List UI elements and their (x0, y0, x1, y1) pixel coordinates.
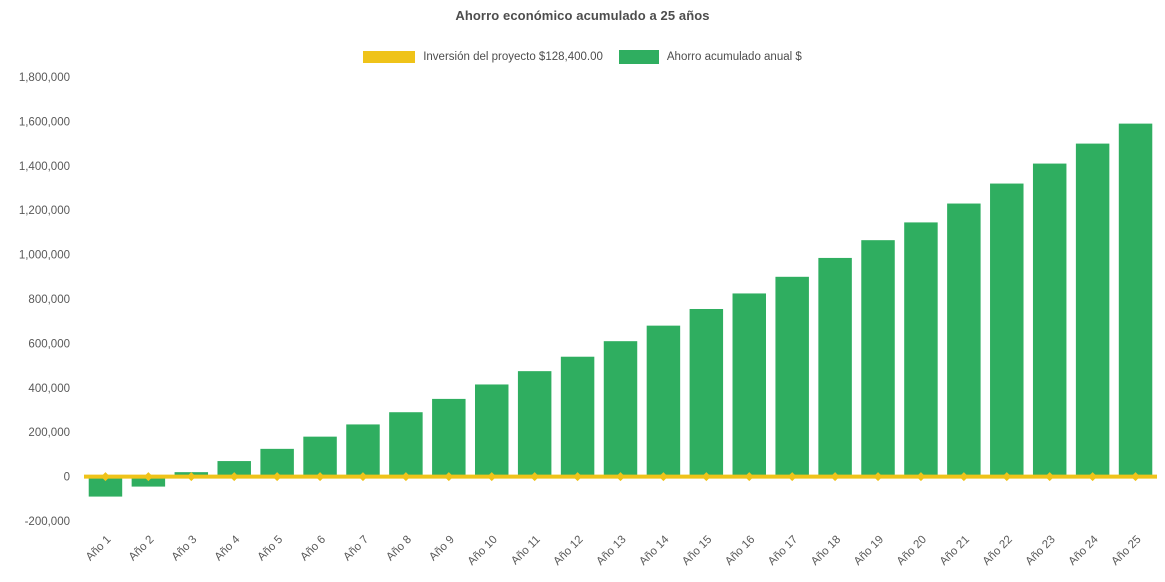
y-tick-label: 0 (64, 472, 70, 484)
legend-label-ahorro: Ahorro acumulado anual $ (666, 51, 802, 63)
y-tick-label: 1,800,000 (19, 72, 70, 84)
x-tick-label: Año 13 (594, 534, 628, 568)
x-tick-label: Año 25 (1109, 534, 1143, 568)
x-tick-label: Año 24 (1066, 533, 1101, 568)
investment-line-marker (1045, 472, 1055, 482)
investment-line-marker (272, 472, 282, 482)
y-tick-label: 200,000 (28, 427, 70, 439)
x-tick-label: Año 14 (637, 533, 672, 568)
bar-año-9 (432, 398, 466, 477)
chart-legend: Inversión del proyecto $128,400.00 Ahorr… (0, 50, 1165, 64)
investment-line-marker (916, 472, 926, 482)
investment-line-marker (959, 472, 969, 482)
bar-año-5 (260, 448, 294, 477)
x-tick-label: Año 11 (509, 534, 543, 568)
bar-año-19 (861, 240, 895, 477)
bar-año-10 (475, 384, 509, 477)
x-tick-label: Año 3 (170, 534, 200, 564)
investment-line-marker (616, 472, 625, 482)
investment-line-marker (358, 472, 368, 482)
investment-line-marker (830, 472, 840, 482)
bar-año-22 (990, 183, 1024, 477)
investment-line-marker (1088, 472, 1098, 482)
legend-label-inversion: Inversión del proyecto $128,400.00 (423, 51, 603, 63)
bar-año-2 (131, 476, 166, 487)
bar-año-24 (1075, 143, 1110, 477)
y-tick-label: 1,600,000 (19, 116, 70, 128)
investment-line-marker (573, 472, 583, 482)
x-tick-label: Año 19 (852, 534, 886, 568)
y-tick-label: 1,000,000 (19, 250, 70, 262)
x-tick-label: Año 21 (938, 534, 972, 568)
x-tick-label: Año 8 (384, 534, 414, 564)
x-tick-label: Año 5 (256, 534, 286, 564)
investment-line-marker (315, 472, 325, 482)
bar-año-1 (88, 476, 123, 497)
x-tick-label: Año 6 (298, 534, 328, 564)
x-tick-label: Año 17 (766, 534, 800, 568)
bar-año-6 (303, 436, 337, 477)
bar-año-25 (1118, 123, 1153, 477)
y-tick-label: 600,000 (28, 338, 70, 350)
legend-swatch-ahorro (618, 50, 659, 64)
investment-line-marker (186, 472, 196, 482)
bar-año-17 (775, 276, 809, 477)
investment-line-marker (1002, 472, 1012, 482)
bar-año-4 (217, 461, 251, 477)
legend-item-ahorro: Ahorro acumulado anual $ (618, 50, 802, 64)
investment-line-marker (744, 472, 754, 482)
bar-año-13 (603, 341, 638, 477)
y-tick-label: 400,000 (28, 383, 70, 395)
x-tick-label: Año 16 (723, 534, 757, 568)
bar-año-23 (1032, 163, 1067, 477)
investment-line-marker (787, 472, 797, 482)
bar-año-16 (732, 293, 766, 477)
x-tick-label: Año 22 (981, 534, 1015, 568)
y-tick-label: 800,000 (28, 294, 70, 306)
x-tick-label: Año 4 (213, 533, 243, 563)
x-tick-label: Año 12 (551, 534, 585, 568)
legend-swatch-inversion (363, 51, 416, 63)
x-tick-label: Año 15 (680, 534, 714, 568)
y-tick-label: 1,400,000 (19, 161, 70, 173)
x-tick-label: Año 23 (1024, 534, 1058, 568)
bar-año-8 (389, 412, 423, 477)
x-tick-label: Año 18 (809, 534, 843, 568)
bar-año-15 (689, 308, 724, 477)
bar-año-7 (346, 424, 380, 477)
legend-item-inversion: Inversión del proyecto $128,400.00 (363, 51, 603, 63)
bar-año-12 (560, 356, 595, 477)
bar-año-20 (904, 222, 938, 477)
investment-line-marker (401, 472, 411, 482)
x-tick-label: Año 9 (427, 534, 457, 564)
investment-line-marker (530, 472, 540, 482)
investment-line-marker (444, 472, 454, 482)
bar-año-18 (818, 257, 852, 477)
x-tick-label: Año 1 (84, 534, 114, 564)
investment-line-marker (701, 472, 711, 482)
bar-año-21 (947, 203, 981, 477)
investment-line-marker (873, 472, 883, 482)
y-tick-label: 1,200,000 (19, 205, 70, 217)
x-tick-label: Año 7 (341, 534, 371, 564)
investment-line-marker (487, 472, 497, 482)
chart-title: Ahorro económico acumulado a 25 años (455, 8, 710, 23)
investment-line-marker (143, 472, 153, 482)
bar-año-14 (646, 325, 681, 477)
investment-line-marker (1131, 472, 1141, 482)
investment-line-marker (658, 472, 668, 482)
x-tick-label: Año 20 (895, 534, 929, 568)
investment-line-marker (100, 472, 110, 482)
y-tick-label: -200,000 (25, 516, 70, 528)
bar-año-11 (517, 371, 552, 477)
investment-line-marker (229, 472, 239, 482)
x-tick-label: Año 10 (466, 534, 500, 568)
x-tick-label: Año 2 (127, 534, 157, 564)
